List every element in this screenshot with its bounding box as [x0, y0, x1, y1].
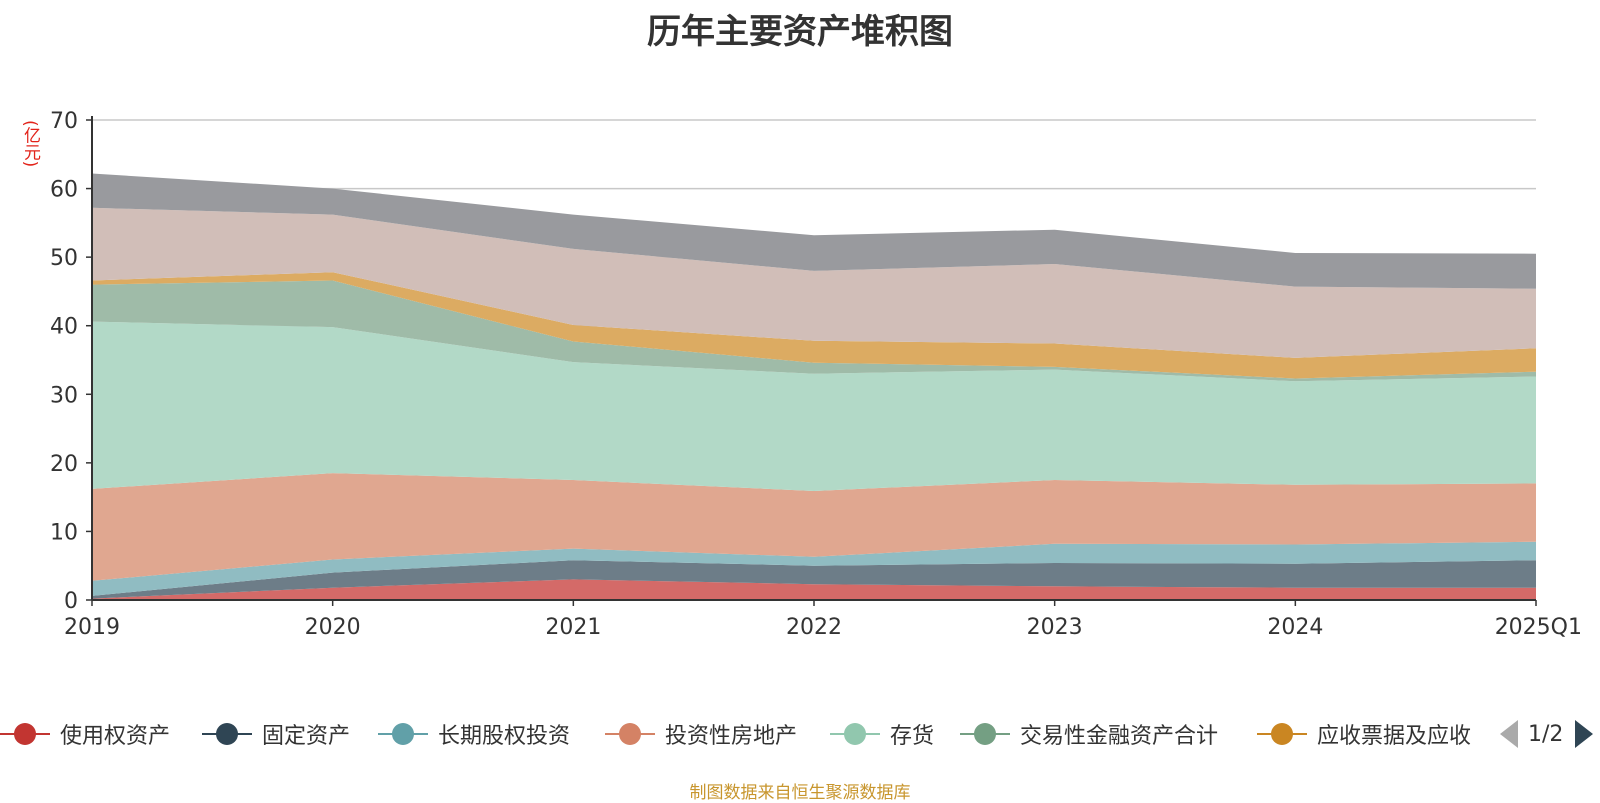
- arrow-right-icon[interactable]: [1575, 720, 1594, 748]
- x-tick-label: 2021: [545, 615, 601, 640]
- legend-marker-icon: [830, 722, 880, 746]
- axes: 0 10 20 30 40 50 60 70 2019 2020 2021 2022 2023 2024 2…: [50, 109, 1582, 640]
- legend-label: 长期股权投资: [438, 724, 571, 749]
- source-note: 制图数据来自恒生聚源数据库: [689, 783, 911, 803]
- legend-item[interactable]: 应收票据及应收: [1257, 714, 1471, 754]
- legend-label: 投资性房地产: [665, 724, 798, 749]
- area-series-7[interactable]: [92, 207, 1536, 358]
- legend-marker-icon: [960, 722, 1010, 746]
- legend-label: 使用权资产: [60, 724, 171, 749]
- legend-item[interactable]: 使用权资产: [0, 714, 170, 754]
- legend-label: 应收票据及应收: [1317, 724, 1472, 749]
- legend-marker-icon: [202, 722, 252, 746]
- legend-item[interactable]: 交易性金融资产合计: [960, 714, 1218, 754]
- legend-item[interactable]: 长期股权投资: [378, 714, 570, 754]
- arrow-left-icon[interactable]: [1500, 720, 1518, 748]
- x-tick-label: 2025Q1: [1495, 615, 1582, 640]
- x-tick-label: 2022: [786, 615, 842, 640]
- legend-marker-icon: [605, 722, 655, 746]
- area-series-1[interactable]: [92, 560, 1536, 599]
- area-series-5[interactable]: [92, 280, 1536, 382]
- y-tick-label: 0: [64, 589, 78, 614]
- legend-page-indicator: 1/2: [1528, 721, 1564, 747]
- area-series-8[interactable]: [92, 173, 1536, 289]
- legend-item[interactable]: 固定资产: [202, 714, 350, 754]
- x-tick-label: 2023: [1027, 615, 1083, 640]
- area-series-2[interactable]: [92, 541, 1536, 596]
- chart-title: 历年主要资产堆积图: [647, 12, 953, 52]
- y-tick-label: 70: [50, 109, 78, 134]
- x-tick-label: 2024: [1267, 615, 1323, 640]
- legend-item[interactable]: 存货: [830, 714, 934, 754]
- legend-label: 交易性金融资产合计: [1020, 724, 1219, 749]
- x-tick-label: 2020: [305, 615, 361, 640]
- y-tick-label: 20: [50, 452, 78, 477]
- y-axis-unit: (亿元): [20, 120, 40, 168]
- area-series-3[interactable]: [92, 473, 1536, 581]
- legend-label: 存货: [890, 724, 935, 749]
- area-series-0[interactable]: [92, 579, 1536, 600]
- x-tick-label: 2019: [64, 615, 120, 640]
- y-tick-label: 30: [50, 383, 78, 408]
- legend-label: 固定资产: [262, 724, 351, 749]
- y-tick-label: 50: [50, 246, 78, 271]
- y-tick-label: 40: [50, 315, 78, 340]
- legend-pager: 1/2: [1500, 714, 1594, 754]
- legend-marker-icon: [1257, 722, 1307, 746]
- legend-marker-icon: [378, 722, 428, 746]
- legend-marker-icon: [0, 722, 50, 746]
- legend-item[interactable]: 投资性房地产: [605, 714, 797, 754]
- y-tick-label: 10: [50, 520, 78, 545]
- area-series: [92, 173, 1536, 600]
- legend: 使用权资产 固定资产 长期股权投资 投资性房地产 存货 交易性金融资产合计 应收票据及应收: [0, 714, 1600, 754]
- area-series-6[interactable]: [92, 272, 1536, 379]
- y-tick-label: 60: [50, 178, 78, 203]
- area-series-4[interactable]: [92, 321, 1536, 491]
